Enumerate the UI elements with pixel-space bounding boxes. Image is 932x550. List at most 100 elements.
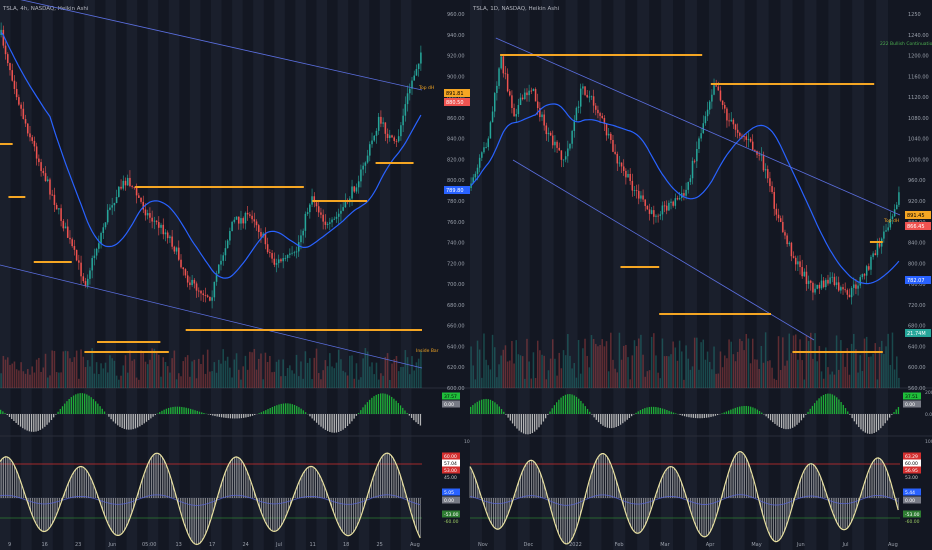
background-band bbox=[274, 0, 285, 550]
candle-body bbox=[304, 213, 307, 231]
candle-body bbox=[289, 253, 291, 255]
volume-bar bbox=[777, 336, 780, 388]
candle-body bbox=[18, 97, 20, 105]
candle-body bbox=[384, 122, 387, 134]
rsi-tag-t1-bg bbox=[442, 452, 460, 460]
volume-bar bbox=[603, 346, 606, 388]
osc-bar bbox=[238, 414, 240, 419]
osc-bar bbox=[397, 402, 399, 414]
volume-bar bbox=[627, 357, 629, 388]
osc-bar bbox=[562, 395, 564, 414]
osc-bar bbox=[787, 414, 789, 430]
rsi-tag-t3: 56.95 bbox=[905, 468, 918, 474]
volume-bar bbox=[739, 338, 741, 388]
candle-body bbox=[115, 196, 118, 203]
candle-body bbox=[726, 108, 728, 121]
volume-bar bbox=[102, 368, 105, 388]
volume-bar bbox=[732, 354, 735, 388]
osc-bar bbox=[176, 406, 179, 414]
candle-body bbox=[631, 180, 634, 191]
volume-bar bbox=[178, 373, 180, 388]
y-tick-label: 720.00 bbox=[447, 261, 465, 267]
candle-body bbox=[46, 179, 49, 182]
candle-body bbox=[400, 125, 402, 137]
volume-bar bbox=[850, 343, 853, 388]
left-chart-panel[interactable]: TSLA, 4h, NASDAQ, Heikin Ashi960.00940.0… bbox=[0, 0, 480, 550]
osc-bar bbox=[236, 414, 238, 419]
volume-bar bbox=[552, 339, 554, 388]
volume-bar bbox=[295, 354, 298, 388]
candle-body bbox=[534, 89, 537, 102]
volume-bar bbox=[657, 372, 659, 388]
x-tick-label: Feb bbox=[615, 542, 624, 548]
background-band bbox=[685, 0, 697, 550]
volume-bar bbox=[89, 366, 91, 388]
candle-body bbox=[586, 94, 588, 98]
volume-bar bbox=[743, 350, 745, 388]
osc-bar bbox=[315, 414, 318, 423]
right-chart-panel[interactable]: TSLA, 1D, NASDAQ, Heikin Ashi 1250 1240.00… bbox=[469, 0, 932, 550]
volume-bar bbox=[277, 359, 280, 388]
candle-body bbox=[612, 140, 614, 152]
osc-bar bbox=[83, 393, 86, 414]
candle-body bbox=[80, 262, 82, 277]
osc-bar bbox=[558, 399, 560, 414]
volume-bar bbox=[255, 369, 258, 388]
candle-body bbox=[769, 178, 771, 187]
osc-bar bbox=[547, 414, 549, 415]
osc-bar bbox=[642, 408, 644, 414]
volume-bar bbox=[204, 373, 207, 388]
volume-bar bbox=[758, 368, 760, 388]
moving-average-line bbox=[470, 103, 900, 285]
osc-bar bbox=[873, 414, 875, 434]
volume-bar bbox=[509, 360, 511, 388]
volume-bar bbox=[620, 359, 623, 388]
osc-bar bbox=[302, 410, 304, 414]
moving-average-line bbox=[0, 32, 422, 279]
osc-bar bbox=[692, 414, 695, 418]
osc-bar bbox=[509, 414, 511, 421]
volume-bar bbox=[397, 371, 400, 388]
osc-bar bbox=[97, 403, 99, 414]
osc-bar bbox=[258, 413, 260, 414]
rsi-tag-t2: 60.00 bbox=[905, 461, 918, 467]
osc-bar bbox=[229, 414, 232, 419]
osc-bar bbox=[103, 411, 106, 414]
candle-body bbox=[601, 115, 603, 118]
candle-body bbox=[271, 253, 273, 259]
volume-bar bbox=[420, 350, 422, 388]
candle-body bbox=[173, 246, 176, 252]
candle-body bbox=[35, 146, 38, 159]
osc-bar bbox=[778, 414, 781, 427]
volume-bar bbox=[2, 355, 5, 388]
y-tick-label: 840.00 bbox=[447, 137, 465, 143]
candle-body bbox=[758, 154, 760, 156]
osc-bar bbox=[816, 400, 818, 414]
chart-title: TSLA, 1D, NASDAQ, Heikin Ashi bbox=[472, 6, 560, 12]
volume-bar bbox=[362, 358, 364, 388]
volume-bar bbox=[665, 356, 668, 388]
candle-body bbox=[820, 280, 823, 289]
volume-bar bbox=[24, 373, 27, 388]
chart-title: TSLA, 4h, NASDAQ, Heikin Ashi bbox=[2, 6, 89, 12]
candle-body bbox=[633, 190, 636, 192]
candle-body bbox=[696, 148, 698, 162]
osc-bar bbox=[355, 414, 358, 416]
volume-bar bbox=[353, 378, 356, 388]
osc-bar bbox=[141, 414, 143, 425]
osc-bar bbox=[619, 414, 622, 425]
volume-bar bbox=[149, 359, 151, 388]
osc-bar bbox=[591, 414, 593, 415]
osc-bar bbox=[664, 409, 666, 414]
candle-body bbox=[211, 297, 213, 301]
candle-body bbox=[73, 246, 76, 250]
candle-body bbox=[31, 137, 33, 141]
osc-bar bbox=[293, 404, 296, 414]
osc-bar bbox=[349, 414, 351, 424]
candle-body bbox=[78, 260, 80, 263]
osc-bar bbox=[703, 414, 706, 418]
volume-bar bbox=[200, 363, 202, 388]
candle-body bbox=[420, 52, 422, 64]
candle-body bbox=[231, 221, 233, 232]
